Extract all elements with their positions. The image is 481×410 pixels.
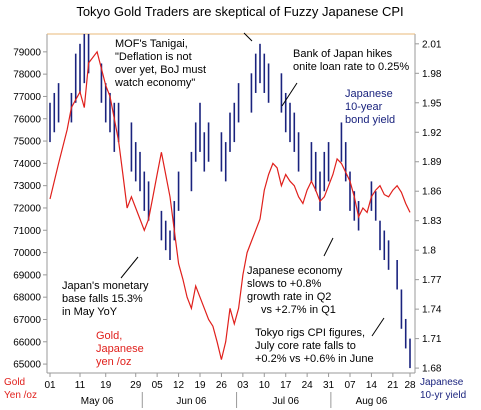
right-tick-label: 1.77 (422, 275, 442, 286)
annotation-boj-line2: onite loan rate to 0.25% (293, 61, 409, 73)
leader-tanigai (243, 32, 253, 42)
annotation-economy-line1: Japanese economy (247, 265, 343, 277)
annotation-tanigai-line3: over yet, BoJ must (115, 64, 206, 76)
annotation-gold-label: Gold, Japanese yen /oz (96, 330, 147, 368)
x-tick-label: 19 (100, 380, 112, 391)
right-tick-label: 1.83 (422, 216, 442, 227)
month-label: Jun 06 (176, 396, 206, 407)
annotation-economy-line2: slows to +0.8% (247, 278, 322, 290)
left-tick-label: 71000 (13, 226, 41, 237)
left-tick-label: 66000 (13, 337, 41, 348)
left-tick-label: 65000 (13, 360, 41, 371)
x-tick-label: 11 (75, 380, 86, 391)
annotation-cpi: Tokyo rigs CPI figures, July core rate f… (255, 327, 374, 365)
annotation-tanigai-line2: "Deflation is not (115, 51, 192, 63)
right-tick-label: 1.95 (422, 98, 442, 109)
leader-cpi (371, 317, 385, 337)
annotation-tanigai-line4: watch economy" (114, 77, 195, 89)
left-tick-label: 76000 (13, 114, 41, 125)
x-tick-label: 19 (194, 380, 206, 391)
leader-economy (323, 237, 334, 257)
annotation-monetary-line2: base falls 15.3% (62, 293, 143, 305)
annotation-boj-hike: Bank of Japan hikes onite loan rate to 0… (293, 48, 409, 73)
annotation-gold-line3: yen /oz (96, 356, 131, 368)
left-axis-label-line2: Yen /oz (4, 390, 37, 401)
annotation-yield-line2: 10-year (345, 101, 383, 113)
left-axis-ticks: 79000 78000 77000 76000 75000 74000 73000 72000… (13, 47, 47, 371)
leader-monetary (120, 256, 139, 279)
right-axis-label-line1: Japanese (420, 377, 464, 388)
chart-title: Tokyo Gold Traders are skeptical of Fuzz… (76, 4, 403, 19)
left-tick-label: 70000 (13, 248, 41, 259)
annotation-yield-line1: Japanese (345, 88, 393, 100)
annotation-monetary-line1: Japan's monetary (62, 280, 149, 292)
x-tick-label: 24 (302, 380, 314, 391)
right-tick-label: 1.98 (422, 69, 442, 80)
x-tick-label: 01 (44, 380, 56, 391)
left-tick-label: 75000 (13, 137, 41, 148)
annotation-boj-line1: Bank of Japan hikes (293, 48, 393, 60)
left-tick-label: 78000 (13, 70, 41, 81)
x-tick-label: 31 (323, 380, 335, 391)
month-labels: May 06 Jun 06 Jul 06 Aug 06 (81, 392, 388, 408)
leader-boj (281, 82, 298, 107)
annotation-cpi-line1: Tokyo rigs CPI figures, (255, 327, 365, 339)
left-axis-label-line1: Gold (4, 377, 25, 388)
x-tick-label: 05 (152, 380, 164, 391)
annotation-economy-line4: vs +2.7% in Q1 (261, 304, 336, 316)
annotation-cpi-line2: July core rate falls to (255, 340, 356, 352)
left-tick-label: 73000 (13, 181, 41, 192)
annotation-monetary-base: Japan's monetary base falls 15.3% in May… (62, 280, 152, 318)
annotation-monetary-line3: in May YoY (62, 306, 118, 318)
annotation-tanigai-line1: MOF's Tanigai, (115, 38, 188, 50)
x-tick-label: 07 (344, 380, 356, 391)
right-tick-label: 1.68 (422, 364, 442, 375)
left-tick-label: 67000 (13, 315, 41, 326)
right-axis-label-line2: 10-yr yield (420, 390, 466, 401)
annotation-tanigai: MOF's Tanigai, "Deflation is not over ye… (114, 38, 209, 89)
x-tick-label: 26 (216, 380, 228, 391)
x-tick-label: 28 (404, 380, 416, 391)
right-tick-label: 1.74 (422, 305, 442, 316)
annotation-gold-line2: Japanese (96, 343, 144, 355)
annotation-yield-label: Japanese 10-year bond yield (345, 88, 396, 126)
annotation-economy: Japanese economy slows to +0.8% growth r… (247, 265, 345, 316)
right-tick-label: 1.71 (422, 334, 442, 345)
right-axis-ticks: 2.01 1.98 1.95 1.92 1.89 1.86 1.83 1.8 1.77 1.74 1… (415, 39, 442, 375)
x-tick-label: 10 (259, 380, 271, 391)
jgb-yield-series (49, 34, 411, 369)
right-tick-label: 1.8 (422, 246, 436, 257)
x-tick-label: 17 (280, 380, 292, 391)
month-label: May 06 (81, 396, 114, 407)
x-tick-label: 03 (237, 380, 249, 391)
right-tick-label: 1.89 (422, 157, 442, 168)
gold-price-line (49, 50, 411, 360)
month-label: Aug 06 (356, 396, 388, 407)
annotation-yield-line3: bond yield (345, 114, 395, 126)
left-tick-label: 72000 (13, 203, 41, 214)
left-tick-label: 74000 (13, 159, 41, 170)
x-axis-ticks: 01 11 19 29 05 12 19 26 03 10 17 24 31 07 14 21 28 (44, 373, 416, 391)
left-tick-label: 77000 (13, 92, 41, 103)
left-tick-label: 68000 (13, 293, 41, 304)
right-tick-label: 1.92 (422, 128, 442, 139)
right-tick-label: 1.86 (422, 187, 442, 198)
left-tick-label: 69000 (13, 270, 41, 281)
right-tick-label: 2.01 (422, 39, 442, 50)
left-tick-label: 79000 (13, 47, 41, 58)
x-tick-label: 12 (173, 380, 185, 391)
x-tick-label: 14 (366, 380, 378, 391)
month-label: Jul 06 (272, 396, 299, 407)
x-tick-label: 29 (130, 380, 142, 391)
annotation-cpi-line3: +0.2% vs +0.6% in June (255, 353, 374, 365)
annotation-leaders (120, 32, 385, 337)
annotation-gold-line1: Gold, (96, 330, 122, 342)
x-tick-label: 21 (387, 380, 399, 391)
annotation-economy-line3: growth rate in Q2 (247, 291, 331, 303)
